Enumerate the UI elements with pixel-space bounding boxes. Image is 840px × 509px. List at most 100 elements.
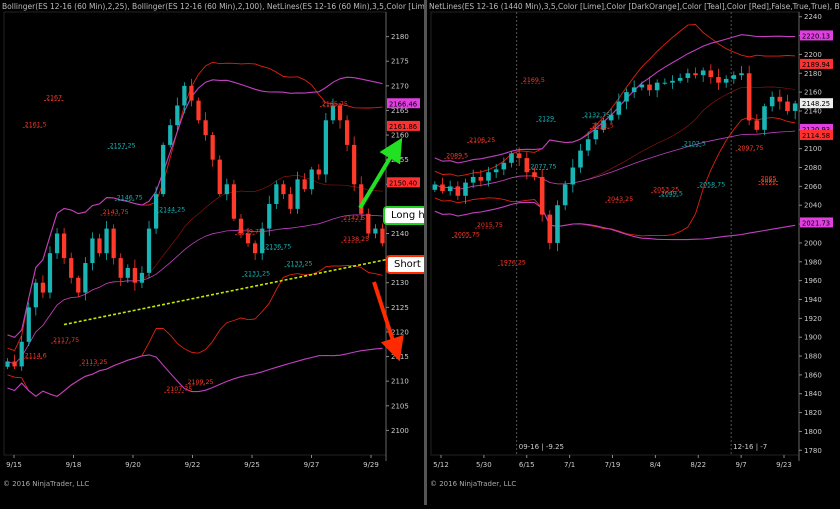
y-tick-label: 2125 [391,304,409,312]
candle-body [670,80,675,83]
candle-body [754,120,760,130]
annotation-label: 2065 [761,176,777,183]
candle-body [700,70,706,76]
candle-body [639,84,645,88]
candle-body [267,203,272,229]
candle-body [309,169,314,190]
y-tick-label: 1960 [804,277,822,285]
candle-body [731,75,737,79]
candle-body [631,87,637,93]
bollinger-short-mid [7,174,383,365]
annotation-label: 2165.75 [322,101,348,108]
candle-body [146,228,152,273]
annotation-label: 2161.5 [25,122,47,129]
annotation-label: 2138.25 [343,236,369,243]
candle-body [578,150,583,168]
candle-body [716,77,721,83]
annotation-label: 2053.25 [653,187,679,194]
candle-body [224,184,229,195]
y-tick-label: 2115 [391,353,409,361]
annotation-label: 2131.25 [244,271,270,278]
candle-body [132,267,137,283]
x-tick-label: 7/19 [605,461,621,469]
candle-body [532,172,537,177]
annotation-label: 2157.25 [110,143,136,150]
annotation-label: 2169.5 [523,77,545,84]
y-tick-label: 1880 [804,353,822,361]
left-price-tag [387,177,420,188]
candle-body [118,258,123,278]
candle-body [723,78,729,83]
annotation-label: 2097.75 [738,145,764,152]
candle-body [19,341,24,367]
candle-body [463,182,468,196]
y-tick-label: 2180 [391,33,409,41]
y-tick-label: 2110 [391,378,409,386]
y-tick-label: 2175 [391,58,409,66]
candle-body [547,214,553,243]
candle-body [302,179,307,190]
y-tick-label: 2000 [804,239,822,247]
right-price-tag-label: 2189.94 [802,61,830,69]
annotation-label: 2058.75 [699,182,725,189]
x-tick-label: 9/18 [66,461,82,469]
candle-body [746,73,752,121]
panel-divider[interactable] [424,0,427,505]
candle-body [316,169,321,175]
candle-body [54,233,60,254]
x-tick-label: 9/20 [125,461,141,469]
y-tick-label: 2165 [391,107,409,115]
candle-body [175,105,180,126]
session-marker-label: 09-16 | -9.25 [519,443,564,451]
candle-body [493,169,499,173]
annotation-label: 2005.75 [454,232,480,239]
y-tick-label: 1800 [804,428,822,436]
candle-body [693,73,698,76]
candle-body [83,263,88,293]
candle-body [470,176,476,183]
y-tick-label: 2200 [804,51,822,59]
candle-body [624,92,629,102]
candle-body [647,84,652,91]
y-tick-label: 2060 [804,183,822,191]
annotation-label: 2142.5 [343,215,365,222]
candle-body [478,176,484,181]
right-price-tag-label: 2220.13 [802,32,830,40]
x-tick-label: 6/15 [519,461,535,469]
y-tick-label: 1860 [804,371,822,379]
candle-body [288,194,293,209]
bollinger-long-lower [7,347,383,398]
annotation-label: 1976.25 [500,259,526,266]
candle-body [62,233,67,259]
candle-body [253,243,258,254]
candle-body [616,101,622,115]
annotation-label: 2089.5 [446,153,468,160]
plot-frame [430,11,800,456]
right-price-tag [800,98,833,109]
y-tick-label: 2100 [391,427,409,435]
candle-body [47,253,53,293]
right-chart-svg: 1780 1800 1820 1840 1860 1880 1900 1920 1940 1960… [430,11,833,469]
candle-body [739,73,744,76]
y-tick-label: 2100 [804,145,822,153]
long-arrow [358,137,403,210]
trend-line [63,254,407,326]
candle-body [662,82,668,84]
candle-body [380,228,385,244]
candle-body [509,153,514,163]
candle-body [562,184,568,206]
candle-body [97,238,102,254]
candle-body [785,101,790,111]
candle-body [139,272,145,283]
annotation-label: 2146.75 [117,194,143,201]
x-tick-label: 9/15 [6,461,22,469]
plot-frame [3,11,387,456]
y-tick-label: 1780 [804,447,822,455]
candle-body [33,282,38,308]
x-tick-label: 8/22 [690,461,706,469]
candle-body [245,233,251,244]
candle-body [153,194,159,229]
candle-body [76,277,81,293]
right-price-tag [800,217,833,228]
y-tick-label: 1840 [804,390,822,398]
